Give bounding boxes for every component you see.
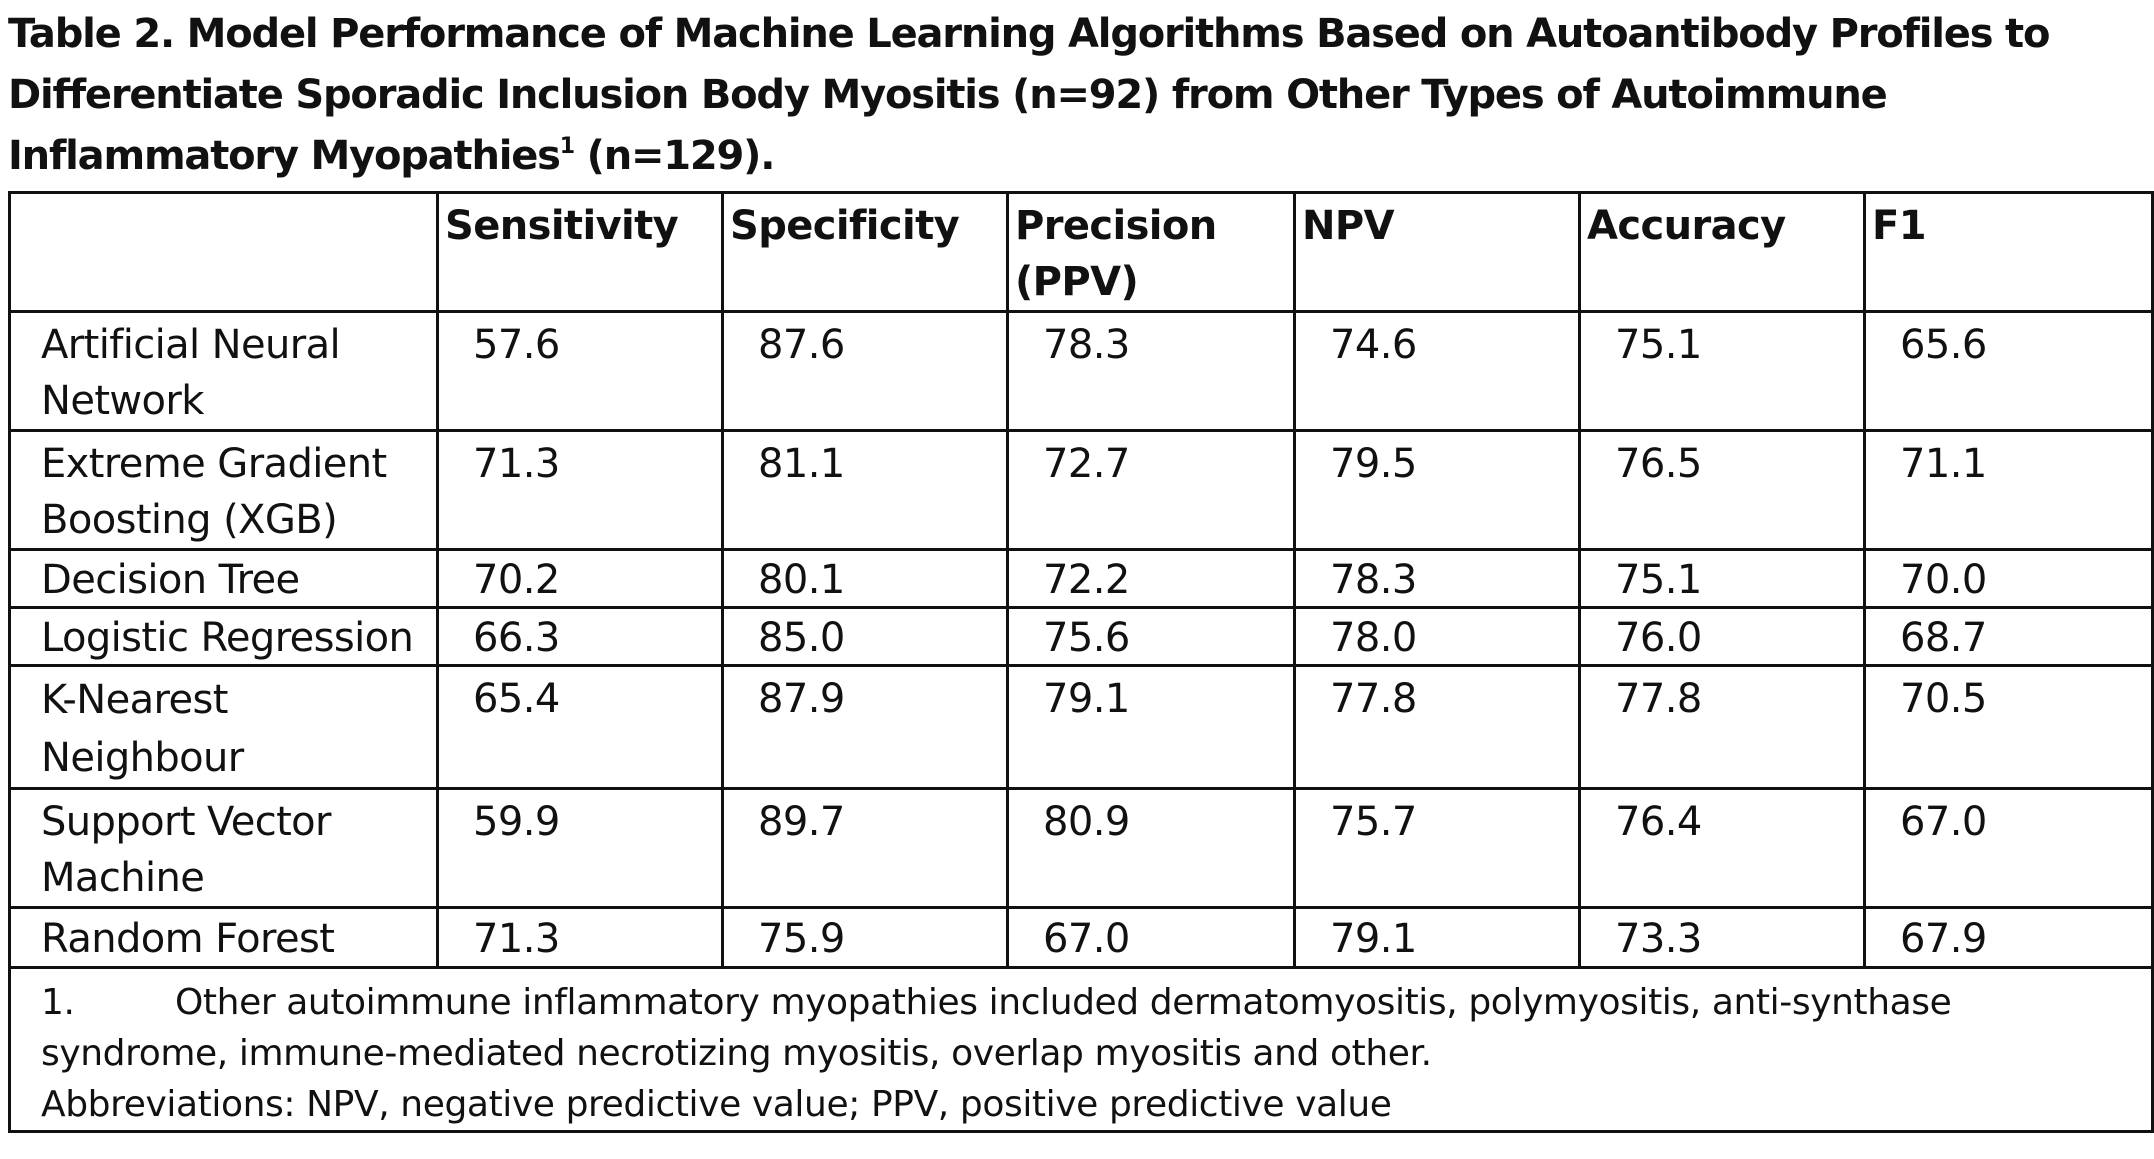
table-row: Artificial Neural Network 57.6 87.6 78.3… — [8, 310, 2154, 432]
npv-cell: 75.7 — [1293, 787, 1581, 909]
table-title-text: Table 2. Model Performance of Machine Le… — [8, 11, 2050, 179]
sensitivity-cell: 65.4 — [436, 664, 724, 790]
npv-cell: 78.0 — [1293, 606, 1581, 667]
f1-cell: 67.9 — [1863, 906, 2154, 969]
header-cell-npv: NPV — [1293, 191, 1581, 313]
model-name-cell: Random Forest — [8, 906, 439, 969]
f1-cell: 70.0 — [1863, 548, 2154, 609]
accuracy-cell: 73.3 — [1578, 906, 1866, 969]
accuracy-cell: 77.8 — [1578, 664, 1866, 790]
table-row: Decision Tree 70.2 80.1 72.2 78.3 75.1 7… — [8, 548, 2154, 609]
model-name-cell: Extreme Gradient Boosting (XGB) — [8, 429, 439, 551]
header-cell-sensitivity: Sensitivity — [436, 191, 724, 313]
footnote-number: 1. — [41, 982, 75, 1023]
sensitivity-cell: 57.6 — [436, 310, 724, 432]
f1-cell: 71.1 — [1863, 429, 2154, 551]
accuracy-cell: 76.5 — [1578, 429, 1866, 551]
performance-table: Sensitivity Specificity Precision (PPV) … — [8, 191, 2154, 1133]
f1-cell: 67.0 — [1863, 787, 2154, 909]
model-name-cell: Support Vector Machine — [8, 787, 439, 909]
precision-cell: 80.9 — [1006, 787, 1296, 909]
npv-cell: 79.5 — [1293, 429, 1581, 551]
accuracy-cell: 75.1 — [1578, 548, 1866, 609]
sensitivity-cell: 70.2 — [436, 548, 724, 609]
specificity-cell: 89.7 — [721, 787, 1009, 909]
model-name-cell: Artificial Neural Network — [8, 310, 439, 432]
table-title-tail: (n=129). — [573, 133, 776, 179]
header-cell-f1: F1 — [1863, 191, 2154, 313]
specificity-cell: 87.9 — [721, 664, 1009, 790]
header-cell-accuracy: Accuracy — [1578, 191, 1866, 313]
specificity-cell: 85.0 — [721, 606, 1009, 667]
accuracy-cell: 75.1 — [1578, 310, 1866, 432]
title-footnote-marker: 1 — [559, 134, 575, 159]
footnote-cell: 1. Other autoimmune inflammatory myopathi… — [8, 966, 2154, 1133]
precision-cell: 67.0 — [1006, 906, 1296, 969]
precision-cell: 72.2 — [1006, 548, 1296, 609]
sensitivity-cell: 71.3 — [436, 429, 724, 551]
f1-cell: 68.7 — [1863, 606, 2154, 667]
npv-cell: 77.8 — [1293, 664, 1581, 790]
footnote-text: Other autoimmune inflammatory myopathies… — [41, 982, 1952, 1074]
f1-cell: 70.5 — [1863, 664, 2154, 790]
specificity-cell: 75.9 — [721, 906, 1009, 969]
npv-cell: 74.6 — [1293, 310, 1581, 432]
accuracy-cell: 76.4 — [1578, 787, 1866, 909]
header-row: Sensitivity Specificity Precision (PPV) … — [8, 191, 2154, 313]
sensitivity-cell: 71.3 — [436, 906, 724, 969]
table-title: Table 2. Model Performance of Machine Le… — [8, 4, 2151, 187]
npv-cell: 79.1 — [1293, 906, 1581, 969]
f1-cell: 65.6 — [1863, 310, 2154, 432]
precision-cell: 78.3 — [1006, 310, 1296, 432]
sensitivity-cell: 66.3 — [436, 606, 724, 667]
precision-cell: 75.6 — [1006, 606, 1296, 667]
precision-cell: 79.1 — [1006, 664, 1296, 790]
model-name-cell: Logistic Regression — [8, 606, 439, 667]
precision-cell: 72.7 — [1006, 429, 1296, 551]
footnote-row: 1. Other autoimmune inflammatory myopathi… — [8, 966, 2154, 1133]
header-cell-precision: Precision (PPV) — [1006, 191, 1296, 313]
abbreviations-note: Abbreviations: NPV, negative predictive … — [41, 1084, 1392, 1125]
table-row: Logistic Regression 66.3 85.0 75.6 78.0 … — [8, 606, 2154, 667]
table-row: K-Nearest Neighbour 65.4 87.9 79.1 77.8 … — [8, 664, 2154, 790]
footnote-1: 1. Other autoimmune inflammatory myopathi… — [41, 977, 2139, 1079]
npv-cell: 78.3 — [1293, 548, 1581, 609]
specificity-cell: 80.1 — [721, 548, 1009, 609]
document-page: Table 2. Model Performance of Machine Le… — [8, 4, 2154, 1133]
model-name-cell: Decision Tree — [8, 548, 439, 609]
specificity-cell: 81.1 — [721, 429, 1009, 551]
table-row: Support Vector Machine 59.9 89.7 80.9 75… — [8, 787, 2154, 909]
table-row: Random Forest 71.3 75.9 67.0 79.1 73.3 6… — [8, 906, 2154, 969]
header-cell-model — [8, 191, 439, 313]
header-cell-specificity: Specificity — [721, 191, 1009, 313]
specificity-cell: 87.6 — [721, 310, 1009, 432]
table-row: Extreme Gradient Boosting (XGB) 71.3 81.… — [8, 429, 2154, 551]
sensitivity-cell: 59.9 — [436, 787, 724, 909]
model-name-cell: K-Nearest Neighbour — [8, 664, 439, 790]
accuracy-cell: 76.0 — [1578, 606, 1866, 667]
